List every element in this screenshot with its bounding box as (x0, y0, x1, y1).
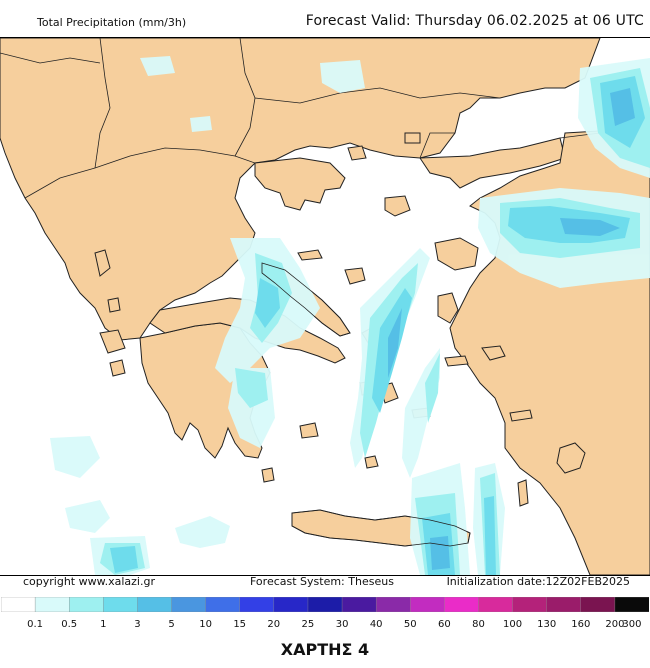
legend-swatch (478, 597, 514, 612)
legend-swatch (137, 597, 173, 612)
ikaria-land (444, 355, 469, 367)
footer: copyright www.xalazi.gr Forecast System:… (0, 575, 650, 591)
borders-layer (0, 38, 650, 199)
legend-label: 50 (403, 619, 417, 630)
precipitation-layer (50, 56, 650, 575)
santorini-land (364, 455, 379, 469)
legend-swatch (341, 597, 377, 612)
product-label: Total Precipitation (mm/3h) (37, 16, 187, 29)
legend-swatch (103, 597, 139, 612)
legend-label: 20 (267, 619, 281, 630)
precipitation-map (0, 37, 650, 576)
lemnos-land (384, 195, 411, 217)
legend-swatch (546, 597, 582, 612)
karpathos-land (517, 479, 529, 507)
legend-label: 160 (571, 619, 591, 630)
map-svg (0, 38, 650, 575)
legend-label: 130 (537, 619, 557, 630)
legend-label: 200 (605, 619, 625, 630)
legend-label: 300 (622, 619, 642, 630)
legend-swatch (69, 597, 105, 612)
initialization-text: Initialization date:12Z02FEB2025 (446, 575, 630, 588)
forecast-valid-label: Forecast Valid: Thursday 06.02.2025 at 0… (305, 13, 644, 29)
skyros-land (344, 267, 366, 285)
legend-labels: 0.1 0.5 1 3 5 10 15 20 25 30 40 50 60 80 100 130 160 200 3… (0, 619, 650, 633)
legend-label: 0.5 (61, 619, 78, 630)
copyright-text: copyright www.xalazi.gr (23, 575, 155, 588)
color-legend (1, 597, 649, 612)
evia-outline (261, 262, 351, 337)
coast-outline (261, 262, 471, 547)
legend-label: 0.1 (27, 619, 44, 630)
border-line (419, 132, 455, 159)
legend-label: 1 (100, 619, 107, 630)
border-line (0, 52, 101, 64)
legend-label: 10 (199, 619, 212, 630)
legend-label: 25 (301, 619, 315, 630)
legend-swatch (512, 597, 548, 612)
land-layer (0, 38, 650, 575)
legend-swatch (239, 597, 275, 612)
milos-land (299, 422, 319, 439)
legend-swatch (171, 597, 207, 612)
legend-swatch (444, 597, 480, 612)
legend-label: 3 (134, 619, 141, 630)
legend-swatch (580, 597, 616, 612)
legend-label: 5 (168, 619, 175, 630)
legend-label: 60 (438, 619, 451, 630)
precip-intense (388, 88, 635, 570)
sporades-land (297, 249, 323, 261)
crete-outline (291, 509, 471, 547)
border-line (254, 87, 501, 104)
legend-label: 40 (369, 619, 383, 630)
border-line (94, 38, 111, 169)
legend-swatch (375, 597, 411, 612)
balkans-land (0, 38, 601, 341)
lefkada-land (107, 297, 121, 313)
samos-land (481, 345, 506, 361)
legend-swatch (614, 597, 649, 612)
chios-land (437, 292, 459, 324)
zakynthos-land (109, 359, 126, 377)
legend-bar (1, 597, 649, 612)
kythira-land (261, 467, 275, 483)
legend-label: 80 (472, 619, 485, 630)
border-line (24, 147, 256, 199)
rhodes-land (556, 442, 586, 474)
samothraki-land (404, 132, 421, 144)
kefalonia-land (99, 329, 126, 354)
lesvos-land (434, 237, 479, 271)
thasos-land (347, 145, 367, 161)
legend-label: 100 (503, 619, 523, 630)
legend-swatch (1, 597, 36, 612)
kos-land (509, 409, 533, 422)
legend-swatch (205, 597, 241, 612)
map-title: ΧΑΡΤΗΣ 4 (280, 640, 370, 659)
legend-swatch (34, 597, 70, 612)
forecast-system-text: Forecast System: Theseus (250, 575, 394, 588)
chalkidiki-land (254, 157, 346, 211)
legend-swatch (410, 597, 446, 612)
legend-swatch (273, 597, 309, 612)
legend-swatch (307, 597, 343, 612)
legend-label: 15 (233, 619, 247, 630)
corfu-land (94, 249, 111, 277)
thrace-land (419, 137, 566, 189)
legend-label: 30 (335, 619, 349, 630)
